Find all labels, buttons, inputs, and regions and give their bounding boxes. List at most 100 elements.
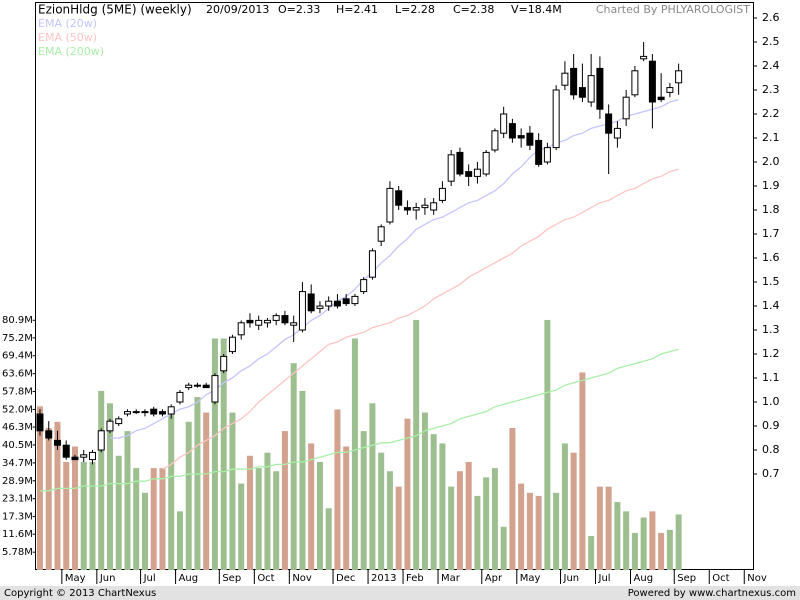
candle-body (561, 72, 569, 86)
candle-body (578, 87, 586, 98)
candle-body (220, 355, 228, 372)
candle-body (500, 113, 508, 134)
volume-tick-label: 23.1M (2, 494, 33, 505)
volume-tick-label: 57.8M (2, 387, 33, 398)
volume-bar (124, 431, 131, 570)
header-volume: V=18.4M (511, 3, 562, 16)
volume-bar (141, 492, 148, 570)
candle-body (71, 456, 79, 461)
volume-bar (71, 446, 78, 570)
candle-body (202, 384, 210, 389)
volume-bar (334, 409, 341, 570)
candle-body (316, 305, 324, 309)
x-tick-label: Aug (634, 573, 654, 584)
candle-body (45, 430, 53, 439)
candle-body (517, 135, 525, 139)
y-tick-label: 0.7 (762, 467, 780, 480)
volume-bar (325, 508, 332, 570)
x-tick-label: Apr (485, 573, 503, 584)
volume-bar (509, 427, 516, 570)
candle-body (298, 291, 306, 331)
y-tick-label: 2.0 (762, 155, 780, 168)
x-tick-label: May (65, 573, 86, 584)
candle-body (88, 451, 96, 461)
volume-bar (570, 452, 577, 570)
candle-body (281, 315, 289, 324)
volume-bar (491, 468, 498, 570)
candle-body (36, 413, 44, 432)
volume-bar (343, 446, 350, 570)
volume-bar (159, 468, 166, 570)
y-tick-label: 1.7 (762, 227, 780, 240)
candle-body (106, 420, 114, 432)
candle-body (53, 439, 61, 446)
volume-bar (666, 529, 673, 570)
volume-bar (474, 495, 481, 570)
volume-bar (553, 492, 560, 570)
footer-copyright: Copyright © 2013 ChartNexus (4, 588, 156, 599)
volume-bar (80, 461, 87, 570)
candle-body (150, 408, 158, 415)
volume-tick-label: 11.6M (2, 529, 33, 540)
volume-layer (36, 319, 682, 570)
candle-body (307, 293, 315, 312)
volume-bar (264, 452, 271, 570)
volume-tick-label: 5.78M (2, 547, 33, 558)
volume-bar (544, 319, 551, 570)
candle-body (193, 384, 201, 387)
volume-bar (115, 455, 122, 570)
ema-line (162, 168, 679, 470)
candle-body (403, 207, 411, 211)
candle-body (675, 70, 683, 84)
candle-body (62, 444, 70, 458)
candle-body (185, 384, 193, 389)
volume-bar (631, 532, 638, 570)
volume-bar (308, 443, 315, 570)
candle-body (508, 123, 516, 139)
x-tick-label: Mar (441, 573, 461, 584)
candle-body (228, 336, 236, 353)
candle-layer (36, 42, 683, 465)
candle-body (482, 151, 490, 175)
volume-bar (535, 495, 542, 570)
candle-body (657, 96, 665, 101)
y-tick-label: 1.2 (762, 347, 780, 360)
header-open: O=2.33 (278, 3, 320, 16)
volume-bar (430, 434, 437, 570)
candle-body (123, 411, 131, 415)
x-tick-label: Nov (292, 573, 312, 584)
x-tick-label: Feb (406, 573, 424, 584)
candle-body (543, 147, 551, 163)
footer-band (0, 586, 800, 600)
volume-bar (220, 338, 227, 570)
volume-bar (596, 486, 603, 570)
y-tick-label: 1.6 (762, 251, 780, 264)
candle-body (648, 60, 656, 103)
volume-bar (299, 390, 306, 570)
volume-tick-label: 52.0M (2, 404, 33, 415)
x-tick-label: Dec (336, 573, 355, 584)
y-tick-label: 2.6 (762, 11, 780, 24)
volume-bar (290, 363, 297, 570)
y-tick-label: 2.5 (762, 35, 780, 48)
x-tick-label: Aug (179, 573, 199, 584)
volume-tick-label: 40.5M (2, 440, 33, 451)
candle-body (141, 411, 149, 414)
candle-body (176, 391, 184, 403)
volume-bar (150, 468, 157, 570)
candle-body (80, 454, 88, 458)
volume-bar (63, 461, 70, 570)
volume-bar (360, 431, 367, 570)
volume-bar (36, 406, 43, 570)
legend-label: EMA (50w) (38, 31, 97, 44)
header-low: L=2.28 (395, 3, 435, 16)
legend-label: EMA (200w) (38, 45, 104, 58)
volume-bar (448, 486, 455, 570)
candle-body (622, 96, 630, 120)
candle-body (456, 151, 464, 175)
legend-label: EMA (20w) (38, 17, 97, 30)
ema-layer (40, 98, 679, 492)
y-tick-label: 2.1 (762, 131, 780, 144)
y-tick-label: 0.9 (762, 419, 780, 432)
